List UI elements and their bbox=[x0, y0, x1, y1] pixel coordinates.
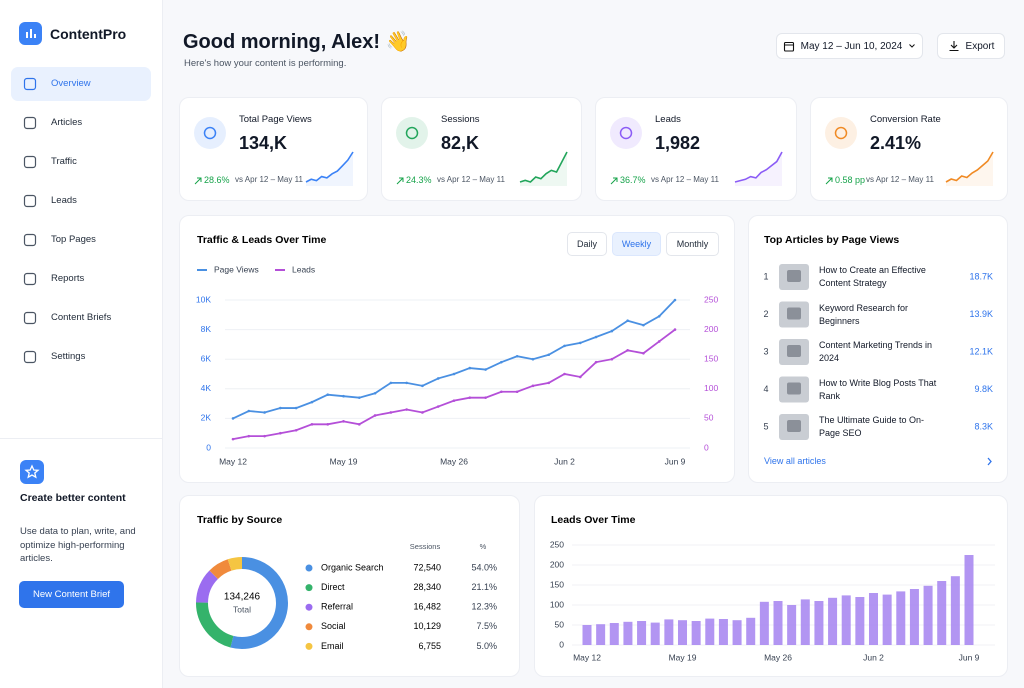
kpi-value: 134,K bbox=[239, 133, 288, 153]
nav-icon bbox=[23, 155, 37, 169]
kpi-label: Total Page Views bbox=[239, 114, 312, 125]
nav-icon-shape bbox=[23, 194, 37, 208]
nav-item[interactable]: Articles bbox=[11, 106, 151, 140]
kpi-card bbox=[810, 97, 1008, 201]
tab[interactable]: Daily bbox=[567, 232, 607, 256]
calendar-icon bbox=[783, 41, 794, 52]
nav-icon-shape bbox=[23, 116, 37, 130]
nav-icon-shape bbox=[23, 311, 37, 325]
kpi-compare: vs Apr 12 – May 11 bbox=[235, 175, 303, 184]
tab[interactable]: Monthly bbox=[666, 232, 719, 256]
nav-label: Settings bbox=[51, 351, 86, 362]
new-brief-button[interactable]: New Content Brief bbox=[19, 581, 124, 608]
promo-title: Create better content bbox=[20, 492, 126, 504]
kpi-label: Conversion Rate bbox=[870, 114, 941, 125]
brand: ContentPro bbox=[50, 26, 127, 42]
kpi-label: Leads bbox=[655, 114, 681, 125]
kpi-change: 0.58 pp bbox=[835, 175, 866, 185]
kpi-change: 28.6% bbox=[204, 175, 230, 185]
kpi-value: 1,982 bbox=[655, 133, 701, 153]
tab[interactable]: Weekly bbox=[612, 232, 661, 256]
kpi-label: Sessions bbox=[441, 114, 480, 125]
view-all-link[interactable]: View all articles bbox=[764, 456, 826, 466]
kpi-compare: vs Apr 12 – May 11 bbox=[651, 175, 719, 184]
nav-icon bbox=[23, 116, 37, 130]
subtitle: Here's how your content is performing. bbox=[184, 58, 347, 69]
kpi-compare: vs Apr 12 – May 11 bbox=[866, 175, 934, 184]
article-title[interactable]: How to Write Blog Posts That Rank bbox=[819, 377, 937, 401]
article-title[interactable]: Keyword Research for Beginners bbox=[819, 302, 909, 326]
nav-icon bbox=[23, 272, 37, 286]
leads-card bbox=[534, 495, 1008, 677]
nav-icon-shape bbox=[23, 272, 37, 286]
kpi-value: 2.41% bbox=[870, 133, 922, 153]
nav-label: Top Pages bbox=[51, 234, 96, 245]
nav-item[interactable]: Traffic bbox=[11, 145, 151, 179]
divider bbox=[0, 438, 163, 439]
date-picker[interactable]: May 12 – Jun 10, 2024 bbox=[776, 33, 923, 59]
kpi-compare: vs Apr 12 – May 11 bbox=[437, 175, 505, 184]
brand-logo bbox=[19, 22, 42, 45]
nav-icon-shape bbox=[23, 350, 37, 364]
kpi-card bbox=[179, 97, 368, 201]
article-title[interactable]: Content Marketing Trends in 2024 bbox=[819, 340, 933, 363]
nav-label: Traffic bbox=[51, 156, 77, 167]
nav-item[interactable]: Leads bbox=[11, 184, 151, 218]
nav-label: Overview bbox=[51, 78, 91, 89]
nav-icon bbox=[23, 311, 37, 325]
nav-item[interactable]: Settings bbox=[11, 340, 151, 374]
nav-label: Content Briefs bbox=[51, 312, 112, 323]
download-icon bbox=[949, 41, 959, 52]
nav-item[interactable]: Top Pages bbox=[11, 223, 151, 257]
nav-label: Leads bbox=[51, 195, 77, 206]
chevron bbox=[909, 44, 916, 48]
kpi-card bbox=[381, 97, 582, 201]
nav-item[interactable]: Content Briefs bbox=[11, 301, 151, 335]
article-title[interactable]: The Ultimate Guide to On-Page SEO bbox=[819, 415, 925, 438]
promo-icon bbox=[20, 460, 44, 484]
nav-icon bbox=[23, 194, 37, 208]
nav-icon bbox=[23, 77, 37, 91]
kpi-card bbox=[595, 97, 797, 201]
kpi-change: 36.7% bbox=[620, 175, 646, 185]
nav-icon-shape bbox=[23, 77, 37, 91]
date-range: May 12 – Jun 10, 2024 bbox=[800, 40, 903, 52]
article-title[interactable]: How to Create an Effective Content Strat… bbox=[819, 265, 926, 288]
logo-icon bbox=[26, 29, 36, 38]
kpi-value: 82,K bbox=[441, 133, 480, 153]
kpi-change: 24.3% bbox=[406, 175, 432, 185]
nav-icon-shape bbox=[23, 233, 37, 247]
sidebar bbox=[0, 0, 163, 688]
nav-icon bbox=[23, 233, 37, 247]
export-button[interactable]: Export bbox=[937, 33, 1005, 59]
export-label: Export bbox=[965, 40, 995, 52]
nav-label: Reports bbox=[51, 273, 85, 284]
nav-item[interactable]: Overview bbox=[11, 67, 151, 101]
nav-icon-shape bbox=[23, 155, 37, 169]
nav-icon bbox=[23, 350, 37, 364]
nav-item[interactable]: Reports bbox=[11, 262, 151, 296]
promo-text: Use data to plan, write, and optimize hi… bbox=[20, 526, 136, 564]
nav-label: Articles bbox=[51, 117, 83, 128]
source-card bbox=[179, 495, 520, 677]
star-icon bbox=[24, 464, 40, 479]
greeting: Good morning, Alex! 👋 bbox=[183, 31, 411, 53]
